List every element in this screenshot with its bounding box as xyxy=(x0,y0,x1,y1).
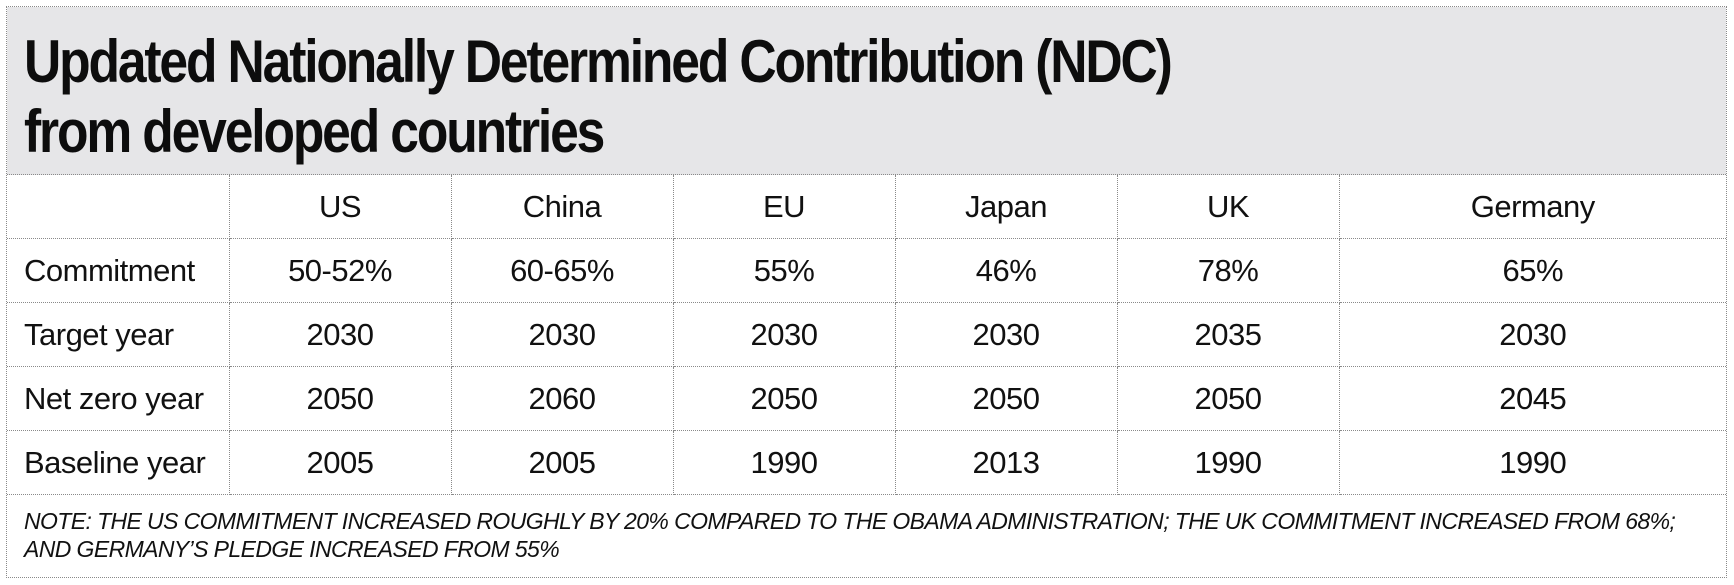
table-cell: 55% xyxy=(672,238,896,303)
column-header-china: China xyxy=(450,175,674,239)
table-cell: 2050 xyxy=(1116,366,1340,431)
table-cell: 2030 xyxy=(894,302,1118,367)
table-cell: 78% xyxy=(1116,238,1340,303)
table-row-target-year: Target year 2030 2030 2030 2030 2035 203… xyxy=(7,302,1726,367)
title-line-1: Updated Nationally Determined Contributi… xyxy=(24,28,1173,95)
column-header-empty xyxy=(7,175,230,239)
table-cell: 1990 xyxy=(1338,430,1726,495)
header-row: US China EU Japan UK Germany xyxy=(7,175,1726,239)
row-label: Commitment xyxy=(7,238,230,303)
table-cell: 1990 xyxy=(1116,430,1340,495)
table-cell: 46% xyxy=(894,238,1118,303)
table-cell: 2013 xyxy=(894,430,1118,495)
column-header-eu: EU xyxy=(672,175,896,239)
chart-title: Updated Nationally Determined Contributi… xyxy=(24,27,1400,167)
table-cell: 2030 xyxy=(672,302,896,367)
table-cell: 2050 xyxy=(672,366,896,431)
title-line-2: from developed countries xyxy=(24,98,605,165)
table-cell: 1990 xyxy=(672,430,896,495)
title-banner: Updated Nationally Determined Contributi… xyxy=(7,7,1726,175)
column-header-japan: Japan xyxy=(894,175,1118,239)
table-cell: 50-52% xyxy=(228,238,452,303)
table-cell: 2030 xyxy=(1338,302,1726,367)
table-cell: 2030 xyxy=(450,302,674,367)
table-row-commitment: Commitment 50-52% 60-65% 55% 46% 78% 65% xyxy=(7,238,1726,303)
table-cell: 60-65% xyxy=(450,238,674,303)
table-cell: 2050 xyxy=(894,366,1118,431)
row-label: Net zero year xyxy=(7,366,230,431)
table-cell: 65% xyxy=(1338,238,1726,303)
footnote: NOTE: THE US COMMITMENT INCREASED ROUGHL… xyxy=(24,508,1676,562)
table-row-baseline-year: Baseline year 2005 2005 1990 2013 1990 1… xyxy=(7,430,1726,495)
row-label: Target year xyxy=(7,302,230,367)
table-row-net-zero-year: Net zero year 2050 2060 2050 2050 2050 2… xyxy=(7,366,1726,431)
table-cell: 2060 xyxy=(450,366,674,431)
table-cell: 2005 xyxy=(450,430,674,495)
column-header-germany: Germany xyxy=(1338,175,1726,239)
table-cell: 2050 xyxy=(228,366,452,431)
table-cell: 2030 xyxy=(228,302,452,367)
ndc-table: US China EU Japan UK Germany Commitment … xyxy=(7,175,1726,495)
column-header-us: US xyxy=(228,175,452,239)
column-header-uk: UK xyxy=(1116,175,1340,239)
table-cell: 2005 xyxy=(228,430,452,495)
table-cell: 2035 xyxy=(1116,302,1340,367)
ndc-table-graphic: Updated Nationally Determined Contributi… xyxy=(6,6,1727,578)
table-cell: 2045 xyxy=(1338,366,1726,431)
row-label: Baseline year xyxy=(7,430,230,495)
